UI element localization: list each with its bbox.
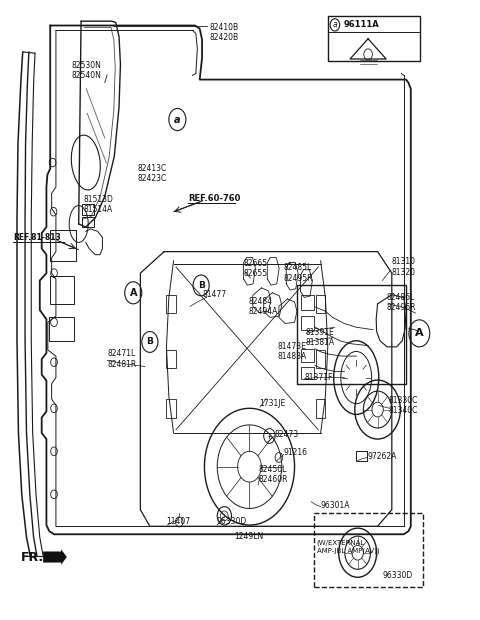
Text: 96330D: 96330D <box>216 518 247 526</box>
Text: 82485L
82495R: 82485L 82495R <box>284 264 313 283</box>
Text: 82413C
82423C: 82413C 82423C <box>138 164 167 184</box>
Text: 82486L
82496R: 82486L 82496R <box>386 293 416 312</box>
Text: B: B <box>198 281 204 290</box>
Text: 82471L
82481R: 82471L 82481R <box>107 350 136 369</box>
FancyArrow shape <box>43 549 67 565</box>
Text: REF.60-760: REF.60-760 <box>188 193 240 203</box>
Text: 1731JE: 1731JE <box>259 399 285 408</box>
Text: REF.81-813: REF.81-813 <box>13 233 61 242</box>
Text: 97262A: 97262A <box>367 452 396 461</box>
Text: A: A <box>130 288 137 298</box>
Text: 91216: 91216 <box>284 448 308 457</box>
Text: 81381A: 81381A <box>305 338 335 347</box>
Text: 81371F: 81371F <box>304 373 333 382</box>
Text: 81477: 81477 <box>202 290 226 299</box>
Text: (W/EXTERNAL
AMP-JBL AMP(AV)): (W/EXTERNAL AMP-JBL AMP(AV)) <box>317 539 380 554</box>
Text: 82484
82494A: 82484 82494A <box>249 296 278 316</box>
Text: a: a <box>174 115 180 125</box>
Text: 1249LN: 1249LN <box>234 531 264 541</box>
Text: 82665
82655: 82665 82655 <box>244 259 268 278</box>
Text: 82530N
82540N: 82530N 82540N <box>72 61 101 80</box>
Text: 82473: 82473 <box>274 430 298 438</box>
Text: A: A <box>415 329 424 339</box>
Text: 96301A: 96301A <box>321 501 350 510</box>
Text: 81330C
81340C: 81330C 81340C <box>388 396 418 415</box>
Text: 96111A: 96111A <box>343 20 379 29</box>
Text: 82450L
82460R: 82450L 82460R <box>259 465 288 484</box>
Text: a: a <box>333 20 337 29</box>
Text: 81513D
81514A: 81513D 81514A <box>84 195 113 214</box>
Text: 11407: 11407 <box>167 518 191 526</box>
Text: B: B <box>146 337 153 347</box>
Text: 82410B
82420B: 82410B 82420B <box>209 22 238 42</box>
Text: FR.: FR. <box>21 551 44 564</box>
Text: 81391E: 81391E <box>305 328 334 337</box>
Text: 81473E
81483A: 81473E 81483A <box>278 342 307 361</box>
Text: 81310
81320: 81310 81320 <box>392 257 416 277</box>
Text: 96330D: 96330D <box>383 571 413 580</box>
